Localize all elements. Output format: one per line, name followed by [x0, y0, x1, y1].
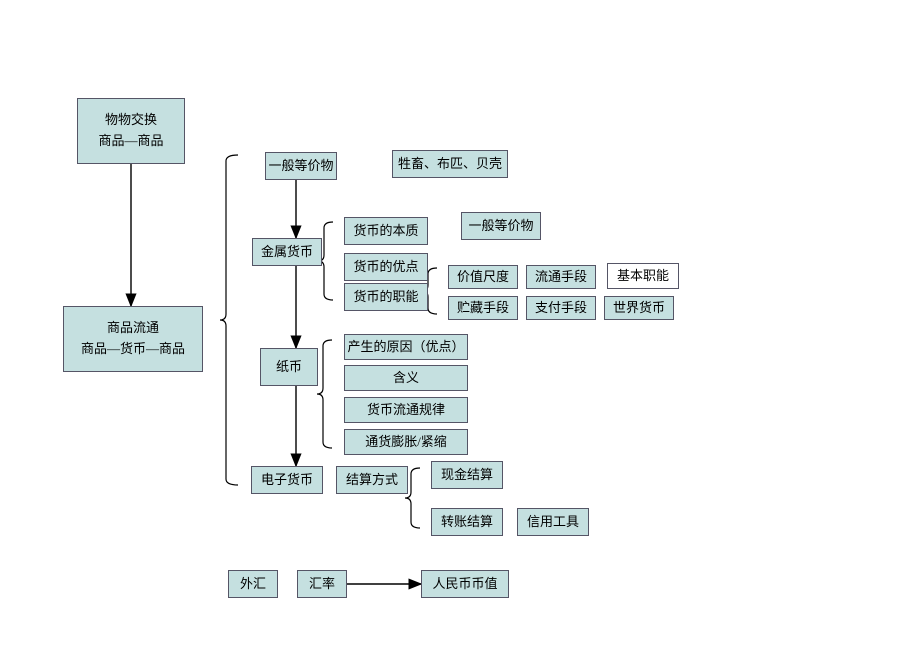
node-paper-label: 纸币	[276, 357, 302, 378]
node-settle: 结算方式	[336, 466, 408, 494]
node-cash-label: 现金结算	[441, 465, 493, 486]
node-emoney-label: 电子货币	[261, 470, 313, 491]
node-barter-line1: 物物交换	[98, 110, 163, 131]
node-forex: 外汇	[228, 570, 278, 598]
node-circulation-line1: 商品流通	[81, 318, 185, 339]
node-essence-label: 货币的本质	[353, 221, 418, 242]
node-rate: 汇率	[297, 570, 347, 598]
node-circ_means-label: 流通手段	[535, 267, 587, 288]
node-cash: 现金结算	[431, 461, 503, 489]
node-barter: 物物交换商品—商品	[77, 98, 185, 164]
node-settle-label: 结算方式	[346, 470, 398, 491]
node-rmb-label: 人民币币值	[432, 574, 497, 595]
node-transfer-label: 转账结算	[441, 512, 493, 533]
node-pm_reason: 产生的原因（优点）	[344, 334, 468, 360]
node-paper: 纸币	[260, 348, 318, 386]
node-metal: 金属货币	[252, 238, 322, 266]
node-pay_means-label: 支付手段	[535, 298, 587, 319]
node-essence: 货币的本质	[344, 217, 428, 245]
node-metal-label: 金属货币	[261, 242, 313, 263]
node-basic_fn: 基本职能	[607, 263, 679, 289]
node-pm_inflation: 通货膨胀/紧缩	[344, 429, 468, 455]
node-barter-line2: 商品—商品	[98, 131, 163, 152]
node-cattle-label: 牲畜、布匹、贝壳	[398, 154, 502, 175]
node-hoard: 贮藏手段	[448, 296, 518, 320]
node-essence_eq: 一般等价物	[461, 212, 541, 240]
node-credit-label: 信用工具	[527, 512, 579, 533]
node-function: 货币的职能	[344, 283, 428, 311]
node-world_money-label: 世界货币	[613, 298, 665, 319]
node-val_measure-label: 价值尺度	[457, 267, 509, 288]
brace-3	[317, 340, 332, 448]
node-rate-label: 汇率	[309, 574, 335, 595]
node-pm_law: 货币流通规律	[344, 397, 468, 423]
node-pm_meaning-label: 含义	[393, 368, 419, 389]
node-forex-label: 外汇	[240, 574, 266, 595]
node-pm_inflation-label: 通货膨胀/紧缩	[365, 432, 447, 453]
node-hoard-label: 贮藏手段	[457, 298, 509, 319]
node-gen_equiv: 一般等价物	[265, 152, 337, 180]
node-val_measure: 价值尺度	[448, 265, 518, 289]
node-emoney: 电子货币	[251, 466, 323, 494]
node-essence_eq-label: 一般等价物	[468, 216, 533, 237]
node-gen_equiv-label: 一般等价物	[268, 156, 333, 177]
node-pm_meaning: 含义	[344, 365, 468, 391]
node-pm_reason-label: 产生的原因（优点）	[347, 337, 464, 358]
node-transfer: 转账结算	[431, 508, 503, 536]
node-pm_law-label: 货币流通规律	[367, 400, 445, 421]
node-merit: 货币的优点	[344, 253, 428, 281]
node-world_money: 世界货币	[604, 296, 674, 320]
node-merit-label: 货币的优点	[353, 257, 418, 278]
node-credit: 信用工具	[517, 508, 589, 536]
node-basic_fn-label: 基本职能	[617, 266, 669, 287]
node-circulation-line2: 商品—货币—商品	[81, 339, 185, 360]
brace-0	[220, 155, 238, 485]
node-pay_means: 支付手段	[526, 296, 596, 320]
node-cattle: 牲畜、布匹、贝壳	[392, 150, 508, 178]
node-circ_means: 流通手段	[526, 265, 596, 289]
node-circulation: 商品流通商品—货币—商品	[63, 306, 203, 372]
node-function-label: 货币的职能	[353, 287, 418, 308]
node-rmb: 人民币币值	[421, 570, 509, 598]
